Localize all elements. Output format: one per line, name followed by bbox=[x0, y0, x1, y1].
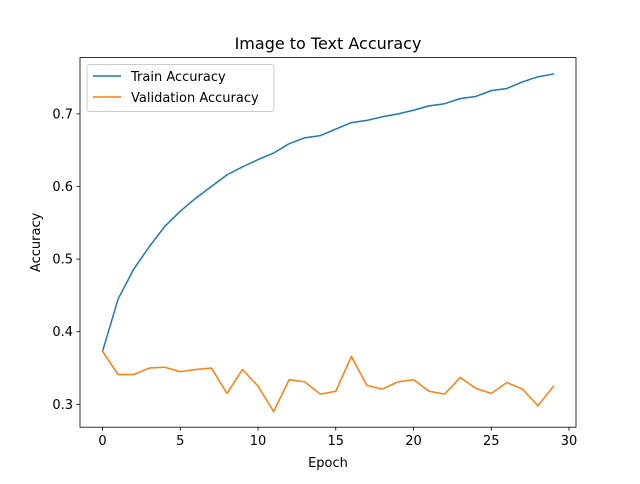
legend-box bbox=[86, 64, 275, 112]
x-axis-label: Epoch bbox=[308, 456, 348, 471]
x-tick-label: 20 bbox=[405, 434, 422, 449]
y-tick-label: 0.4 bbox=[52, 325, 73, 340]
y-axis-label: Accuracy bbox=[29, 212, 44, 272]
chart-title: Image to Text Accuracy bbox=[235, 34, 422, 53]
legend-label-validation: Validation Accuracy bbox=[131, 91, 259, 106]
y-tick-label: 0.6 bbox=[52, 180, 73, 195]
x-tick-label: 10 bbox=[250, 434, 267, 449]
x-tick-label: 25 bbox=[483, 434, 500, 449]
y-axis-ticks: 0.3 0.4 0.5 0.6 0.7 bbox=[52, 107, 80, 413]
series-line-0 bbox=[101, 73, 555, 353]
plot-area-frame bbox=[79, 57, 577, 428]
x-tick-label: 0 bbox=[98, 434, 106, 449]
x-tick-label: 5 bbox=[176, 434, 184, 449]
y-tick-label: 0.5 bbox=[52, 253, 73, 268]
y-tick-label: 0.7 bbox=[52, 107, 73, 122]
series-line-1 bbox=[101, 350, 555, 413]
y-tick-label: 0.3 bbox=[52, 398, 73, 413]
x-tick-label: 15 bbox=[328, 434, 345, 449]
plot-lines bbox=[101, 73, 555, 413]
legend: Train Accuracy Validation Accuracy bbox=[86, 64, 275, 112]
x-tick-label: 30 bbox=[561, 434, 578, 449]
legend-label-train: Train Accuracy bbox=[130, 70, 226, 85]
x-axis-ticks: 0 5 10 15 20 25 30 bbox=[98, 427, 577, 449]
